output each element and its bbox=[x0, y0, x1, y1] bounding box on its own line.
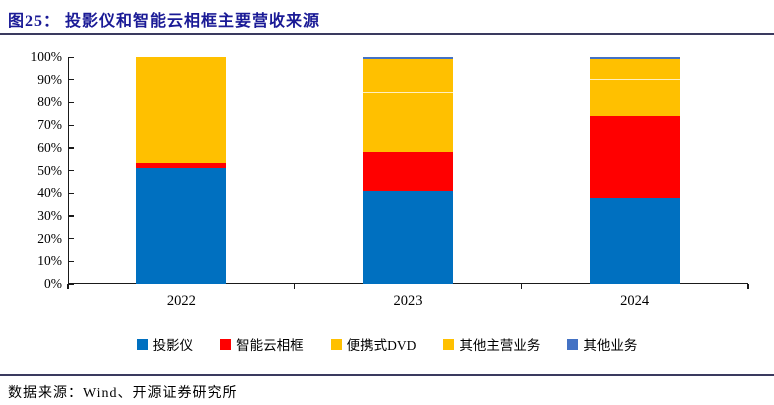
bar-segment-其他业务 bbox=[589, 57, 680, 60]
footer-divider-line bbox=[0, 374, 774, 376]
y-axis-tick-label: 60% bbox=[37, 139, 62, 155]
y-axis-tick-mark bbox=[68, 260, 74, 263]
y-axis-tick-label: 30% bbox=[37, 207, 62, 223]
y-axis-tick-mark bbox=[68, 147, 74, 149]
legend-swatch-icon bbox=[330, 338, 342, 350]
stacked-bar-2024 bbox=[589, 57, 680, 284]
legend-item-其他业务: 其他业务 bbox=[567, 334, 637, 354]
legend-swatch-icon bbox=[567, 338, 579, 350]
bar-segment-其他业务 bbox=[363, 57, 453, 60]
legend-label: 其他主营业务 bbox=[459, 338, 541, 353]
legend-item-投影仪: 投影仪 bbox=[136, 334, 194, 354]
y-axis-tick-mark bbox=[68, 238, 74, 240]
y-axis-tick-label: 40% bbox=[37, 185, 62, 201]
y-axis-tick-label: 70% bbox=[37, 117, 62, 133]
x-axis-tick-mark bbox=[293, 284, 296, 289]
legend-label: 便携式DVD bbox=[346, 338, 417, 353]
bar-segment-智能云相框 bbox=[363, 152, 453, 191]
y-axis-tick-label: 90% bbox=[37, 71, 62, 87]
figure-title: 图25： 投影仪和智能云相框主要营收来源 bbox=[8, 13, 321, 30]
chart-area: 0% 10% 20% 30% 40% 50% 60% 70% 80% 90% 100% 2022 20… bbox=[30, 49, 749, 309]
legend-label: 智能云相框 bbox=[236, 338, 304, 353]
x-axis-category-label: 2022 bbox=[166, 293, 196, 309]
stacked-bar-2022 bbox=[136, 57, 227, 284]
legend: 投影仪 智能云相框 便携式DVD 其他主营业务 其他业务 bbox=[0, 334, 774, 354]
x-axis-category-label: 2024 bbox=[620, 293, 650, 309]
data-source-note: 数据来源：Wind、开源证券研究所 bbox=[8, 386, 238, 401]
legend-swatch-icon bbox=[220, 338, 232, 350]
legend-item-智能云相框: 智能云相框 bbox=[220, 334, 304, 354]
bar-segment-其他主营业务 bbox=[589, 59, 680, 80]
y-axis-tick-mark bbox=[68, 101, 74, 104]
bar-segment-便携式DVD bbox=[363, 93, 453, 153]
bar-segment-便携式DVD bbox=[136, 57, 227, 163]
bar-segment-智能云相框 bbox=[136, 162, 227, 169]
legend-swatch-icon bbox=[136, 338, 148, 350]
x-axis-tick-mark bbox=[747, 284, 749, 289]
bar-segment-投影仪 bbox=[363, 190, 453, 284]
bar-segment-智能云相框 bbox=[589, 116, 680, 198]
y-axis-tick-mark bbox=[68, 215, 74, 217]
y-axis-tick-label: 100% bbox=[30, 49, 63, 64]
y-axis-tick-mark bbox=[68, 192, 74, 194]
legend-item-其他主营业务: 其他主营业务 bbox=[443, 334, 540, 354]
bar-segment-便携式DVD bbox=[589, 79, 680, 117]
bar-segment-投影仪 bbox=[589, 197, 680, 284]
legend-item-便携式DVD: 便携式DVD bbox=[330, 334, 417, 354]
y-axis-tick-mark bbox=[68, 79, 74, 81]
y-axis-tick-label: 10% bbox=[37, 253, 62, 269]
y-axis-tick-mark bbox=[68, 124, 74, 126]
legend-label: 其他业务 bbox=[583, 338, 638, 353]
x-axis-tick-mark bbox=[520, 284, 523, 289]
y-axis-tick-mark bbox=[68, 56, 74, 58]
x-axis-tick-mark bbox=[67, 284, 69, 289]
legend-label: 投影仪 bbox=[152, 338, 194, 353]
y-axis-tick-mark bbox=[68, 170, 74, 172]
y-axis-tick-label: 20% bbox=[37, 230, 62, 246]
y-axis-tick-label: 0% bbox=[44, 276, 62, 291]
y-axis-tick-mark bbox=[68, 283, 74, 285]
title-divider-line bbox=[0, 33, 774, 35]
stacked-bar-2023 bbox=[363, 57, 453, 284]
y-axis-tick-label: 50% bbox=[37, 162, 62, 178]
x-axis-category-label: 2023 bbox=[393, 293, 423, 309]
y-axis-tick-label: 80% bbox=[37, 94, 62, 110]
legend-swatch-icon bbox=[443, 338, 455, 350]
bar-segment-其他主营业务 bbox=[363, 59, 453, 94]
bar-segment-投影仪 bbox=[136, 168, 227, 284]
